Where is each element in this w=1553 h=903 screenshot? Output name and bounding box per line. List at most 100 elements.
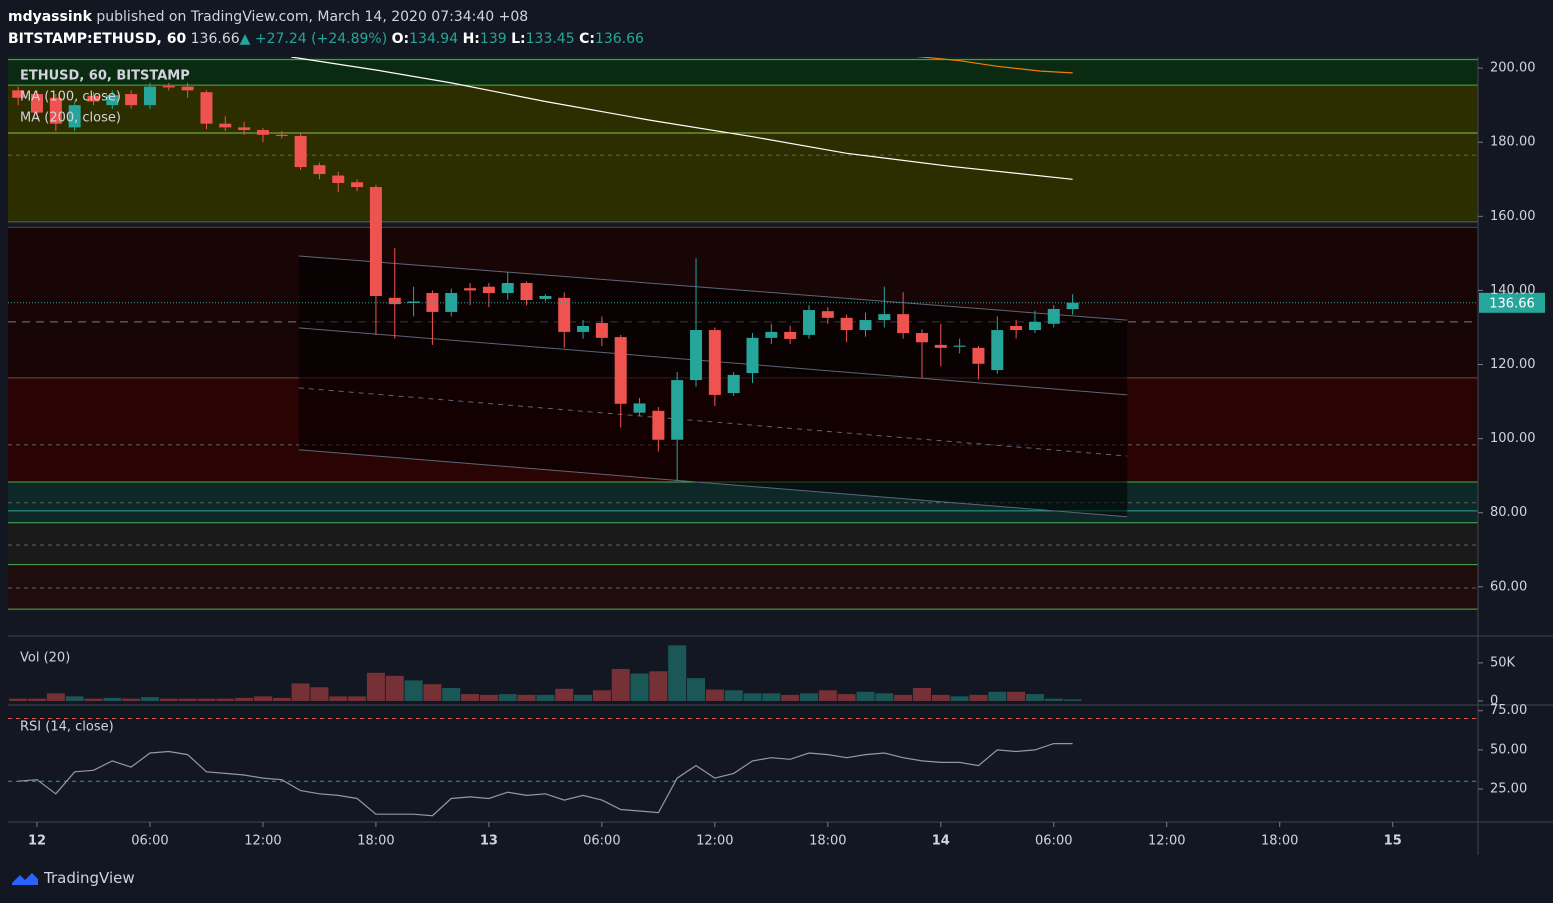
candle-body xyxy=(1010,325,1023,331)
x-tick-label: 18:00 xyxy=(809,834,846,849)
candle-body xyxy=(708,330,721,395)
zone xyxy=(8,564,1478,610)
volume-bar xyxy=(630,673,649,701)
volume-bar xyxy=(536,694,555,701)
chart: 136.66 60.00 80.00 100.00 120.00 140.00 160.00… xyxy=(8,57,1553,855)
candle-body xyxy=(200,92,213,124)
volume-bar xyxy=(253,696,272,701)
candle-body xyxy=(68,105,81,128)
volume-bar xyxy=(781,694,800,701)
change: +27.24 (+24.89%) xyxy=(254,31,388,47)
header: mdyassink published on TradingView.com, … xyxy=(8,6,644,50)
volume-bar xyxy=(856,691,875,701)
price-tag xyxy=(1479,292,1545,313)
volume-bar xyxy=(216,698,235,701)
volume-bar xyxy=(894,694,913,701)
volume-bar xyxy=(705,689,724,701)
rsi-pane xyxy=(8,718,1478,817)
symbol: BITSTAMP:ETHUSD, 60 xyxy=(8,31,187,47)
candle-body xyxy=(238,127,251,130)
volume-bar xyxy=(291,683,310,701)
candle-body xyxy=(49,97,62,124)
volume-bar xyxy=(1007,691,1026,701)
axes: 136.66 60.00 80.00 100.00 120.00 140.00 160.00… xyxy=(28,61,1545,849)
candle-body xyxy=(765,331,778,338)
x-tick-label: 06:00 xyxy=(131,834,168,849)
h-label: H: xyxy=(462,31,480,47)
y-tick-label: 80.00 xyxy=(1490,505,1527,520)
volume-bar xyxy=(423,684,442,701)
candle-body xyxy=(595,323,608,338)
candle-body xyxy=(30,94,43,113)
candle-body xyxy=(539,295,552,299)
volume-bar xyxy=(122,698,141,701)
candle-body xyxy=(840,317,853,331)
y-tick-label: 180.00 xyxy=(1490,135,1536,150)
ma-line xyxy=(916,57,1073,74)
footer: TradingView xyxy=(10,869,135,887)
high: 139 xyxy=(479,31,507,47)
candle-body xyxy=(256,129,269,135)
volume-bar xyxy=(366,672,385,701)
y-tick-label: 200.00 xyxy=(1490,61,1536,76)
volume-bar xyxy=(517,694,536,701)
candle-body xyxy=(1047,308,1060,324)
rsi-line xyxy=(18,743,1073,817)
x-tick-label: 12:00 xyxy=(244,834,281,849)
candle-body xyxy=(878,314,891,321)
volume-bar xyxy=(385,675,404,701)
candle-body xyxy=(784,331,797,339)
legend-entry: MA (100, close) xyxy=(20,90,121,105)
legend-entry: MA (200, close) xyxy=(20,111,121,126)
low: 133.45 xyxy=(525,31,575,47)
price-tag-label: 136.66 xyxy=(1489,296,1535,311)
volume-bar xyxy=(969,694,988,701)
candle-body xyxy=(482,286,495,294)
x-tick-label: 18:00 xyxy=(1261,834,1298,849)
volume-bar xyxy=(574,694,593,701)
candle-body xyxy=(143,86,156,106)
candle-body xyxy=(332,175,345,183)
candle-body xyxy=(106,95,119,106)
candle-body xyxy=(859,320,872,331)
candle-body xyxy=(821,311,834,318)
volume-bar xyxy=(65,696,84,701)
y-tick-label: 100.00 xyxy=(1490,431,1536,446)
c-label: C: xyxy=(579,31,595,47)
candle-body xyxy=(351,182,364,188)
y-tick-label: 50K xyxy=(1490,655,1516,670)
candle-body xyxy=(125,94,138,106)
x-tick-label: 18:00 xyxy=(357,834,394,849)
pane-title: Vol (20) xyxy=(20,651,70,666)
candle-body xyxy=(464,288,477,291)
zone xyxy=(8,522,1478,565)
x-tick-label: 12:00 xyxy=(1148,834,1185,849)
candle-body xyxy=(294,135,307,168)
volume-bar xyxy=(140,697,159,701)
o-label: O: xyxy=(391,31,410,47)
candle-body xyxy=(501,283,514,294)
volume-bar xyxy=(912,688,931,701)
candle-body xyxy=(445,293,458,312)
volume-bar xyxy=(611,668,630,701)
volume-bar xyxy=(555,688,574,701)
candle-body xyxy=(652,410,665,440)
volume-bar xyxy=(837,694,856,701)
price-pane xyxy=(8,57,1478,610)
volume-bar xyxy=(762,693,781,701)
candle-body xyxy=(558,297,571,332)
candle-body xyxy=(162,85,175,88)
candle-body xyxy=(313,165,326,175)
volume-bar xyxy=(1063,699,1082,701)
pane-title: RSI (14, close) xyxy=(20,720,114,735)
last-price: 136.66 xyxy=(190,31,240,47)
author: mdyassink xyxy=(8,9,92,25)
l-label: L: xyxy=(511,31,526,47)
volume-bar xyxy=(197,698,216,701)
candle-body xyxy=(991,330,1004,371)
volume-bar xyxy=(442,688,461,701)
publish-line: mdyassink published on TradingView.com, … xyxy=(8,6,644,28)
ma-line xyxy=(291,57,1073,180)
volume-bar xyxy=(159,698,178,701)
volume-bar xyxy=(687,678,706,701)
